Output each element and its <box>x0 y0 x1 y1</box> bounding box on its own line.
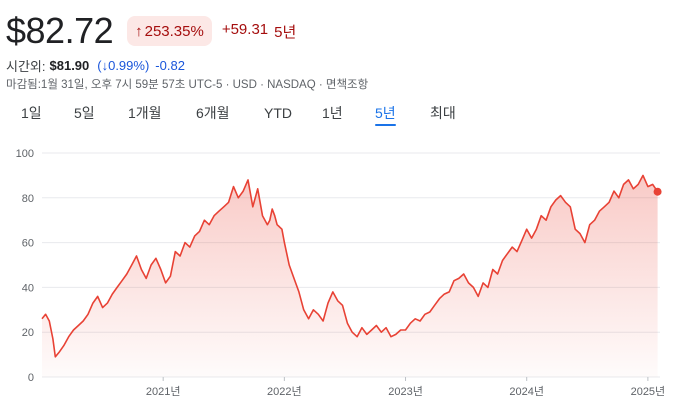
absolute-change: +59.31 5년 <box>222 21 296 42</box>
tab-5y[interactable]: 5년 <box>375 104 396 126</box>
current-price: $82.72 <box>6 10 114 51</box>
y-tick-label: 60 <box>22 238 34 250</box>
after-hours-percent: (↓0.99%) <box>97 58 150 73</box>
y-tick-label: 80 <box>22 193 34 205</box>
after-hours-label: 시간외: <box>6 59 46 74</box>
y-tick-label: 100 <box>16 148 34 160</box>
tab-5d[interactable]: 5일 <box>74 105 95 121</box>
x-tick-label: 2022년 <box>267 385 302 398</box>
price-line <box>41 174 659 358</box>
change-period: 5년 <box>274 23 297 41</box>
price-header: $82.72 ↑ 253.35% +59.31 5년 <box>6 8 296 54</box>
last-price-marker <box>653 187 662 196</box>
y-tick-label: 20 <box>22 327 34 339</box>
y-tick-label: 40 <box>22 282 34 294</box>
change-value: +59.31 <box>221 20 269 38</box>
tab-1d[interactable]: 1일 <box>21 105 42 121</box>
tab-1y[interactable]: 1년 <box>322 105 343 121</box>
x-tick-label: 2025년 <box>631 385 666 398</box>
price-area-fill <box>42 175 658 377</box>
tab-1m[interactable]: 1개월 <box>128 105 162 121</box>
after-hours-change: -0.82 <box>155 58 185 73</box>
y-axis-labels: 100 80 60 40 20 0 <box>16 148 34 384</box>
after-hours-price: $81.90 <box>49 58 90 73</box>
tab-max[interactable]: 최대 <box>430 105 456 121</box>
market-status-line: 마감됨:1월 31일, 오후 7시 59분 57초 UTC-5 · USD · … <box>6 79 369 91</box>
tab-ytd[interactable]: YTD <box>264 105 292 121</box>
range-tabs: 1일 5일 1개월 6개월 YTD 1년 5년 최대 <box>0 98 677 128</box>
tab-6m[interactable]: 6개월 <box>196 105 230 121</box>
x-tick-label: 2023년 <box>388 385 423 398</box>
percent-change-badge: ↑ 253.35% <box>127 16 212 46</box>
percent-change-value: 253.35% <box>144 22 204 40</box>
price-chart[interactable]: 100 80 60 40 20 0 2021년 2022년 2023년 2024년 2025년 <box>0 140 677 414</box>
x-tick-label: 2021년 <box>146 385 181 398</box>
y-tick-label: 0 <box>28 372 34 384</box>
after-hours-row: 시간외: $81.90 (↓0.99%) -0.82 <box>6 56 185 75</box>
x-axis-labels: 2021년 2022년 2023년 2024년 2025년 <box>146 377 665 398</box>
arrow-up-icon: ↑ <box>135 22 143 40</box>
x-tick-label: 2024년 <box>509 385 544 398</box>
